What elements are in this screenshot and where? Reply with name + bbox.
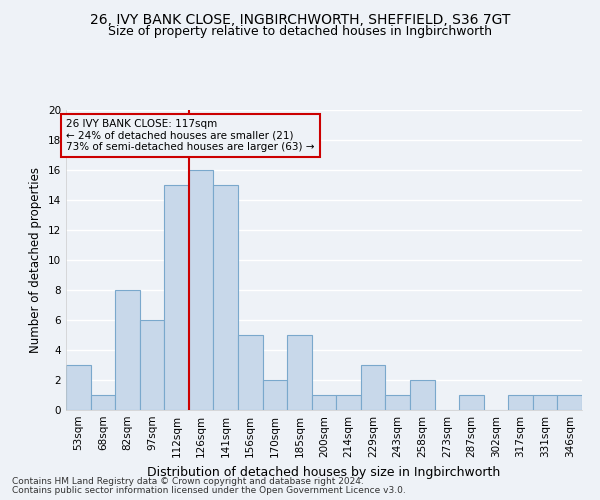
Text: Contains public sector information licensed under the Open Government Licence v3: Contains public sector information licen… xyxy=(12,486,406,495)
Bar xyxy=(140,320,164,410)
Bar xyxy=(557,395,582,410)
Bar xyxy=(410,380,434,410)
Text: Size of property relative to detached houses in Ingbirchworth: Size of property relative to detached ho… xyxy=(108,25,492,38)
Bar xyxy=(361,365,385,410)
Bar xyxy=(508,395,533,410)
Bar xyxy=(336,395,361,410)
Bar xyxy=(533,395,557,410)
Bar xyxy=(238,335,263,410)
Bar xyxy=(385,395,410,410)
Bar xyxy=(459,395,484,410)
Bar xyxy=(189,170,214,410)
Text: 26, IVY BANK CLOSE, INGBIRCHWORTH, SHEFFIELD, S36 7GT: 26, IVY BANK CLOSE, INGBIRCHWORTH, SHEFF… xyxy=(90,12,510,26)
Bar xyxy=(263,380,287,410)
Bar xyxy=(164,185,189,410)
Bar xyxy=(66,365,91,410)
Text: 26 IVY BANK CLOSE: 117sqm
← 24% of detached houses are smaller (21)
73% of semi-: 26 IVY BANK CLOSE: 117sqm ← 24% of detac… xyxy=(66,119,314,152)
Y-axis label: Number of detached properties: Number of detached properties xyxy=(29,167,43,353)
Text: Contains HM Land Registry data © Crown copyright and database right 2024.: Contains HM Land Registry data © Crown c… xyxy=(12,477,364,486)
Bar xyxy=(91,395,115,410)
Text: Distribution of detached houses by size in Ingbirchworth: Distribution of detached houses by size … xyxy=(148,466,500,479)
Bar xyxy=(115,290,140,410)
Bar xyxy=(312,395,336,410)
Bar xyxy=(214,185,238,410)
Bar xyxy=(287,335,312,410)
